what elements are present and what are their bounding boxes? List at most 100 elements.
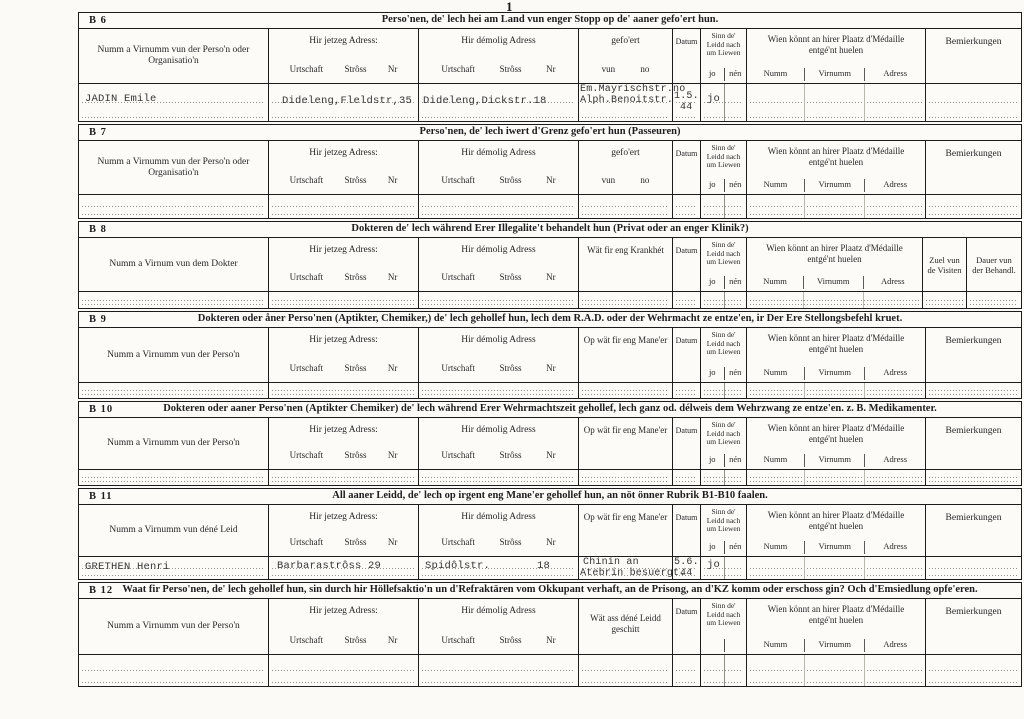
section-b6: B 6 Perso'nen, de' lech hei am Land vun … [78,12,1022,122]
b7-col-current-address: Hir jetzeg Adress: Urtschaft Strôss Nr [269,141,419,194]
b12-col-medal: Wien könnt an hirer Plaatz d'Médaille en… [747,599,926,654]
b11-entry-manner-cell: Chinin an Atebrin besuergt. [579,557,685,579]
urtschaft-label: Urtschaft [289,64,324,74]
b11-col-current-address: Hir jetzeg Adress: Urtschaft Strôss Nr [269,505,419,556]
adress-label: Adress [864,68,925,81]
alive-label: Sinn de' Leidd nach um Liewen [706,240,741,266]
b8-entry-medal-cell [747,292,923,308]
section-b11-title: All aaner Leidd, de' lech op irgent eng … [332,490,768,501]
b10-entry-datum-cell [673,470,701,485]
alive-label: Sinn de' Leidd nach um Liewen [706,507,741,533]
b11-entry-row: GRETHEN Henri Barbarastrôss 29 Spidôlstr… [79,557,1021,579]
b12-entry-remarks-cell [926,655,1021,686]
b6-entry-remarks-cell [926,84,1021,121]
b8-col-treatment-duration: Dauer vun der Behandl. [967,238,1021,291]
medal-sublabels: Numm Virnumm Adress [747,639,925,652]
b8-entry-illness-cell [579,292,673,308]
medal-sublabels: Numm Virnumm Adress [747,454,925,467]
b10-entry-alive-cell [701,470,747,485]
b9-col-remarks: Bemierkungen [945,336,1002,346]
b7-col-remarks: Bemierkungen [945,149,1002,159]
b8-entry-alive-cell [701,292,747,308]
b6-entry-carried-from: Em.Mayrischstr.no [580,84,686,95]
b7-entry-carried-cell [579,195,673,218]
b10-col-former-address: Hir démolig Adress Urtschaft Strôss Nr [419,418,579,469]
b8-col-illness: Wät fir eng Krankhét [579,238,673,291]
b11-col-medal: Wien könnt an hirer Plaatz d'Médaille en… [747,505,926,556]
carried-sublabels: vun no [579,64,672,74]
b8-name-header-label: Numm a Virnum vun dem Dokter [109,259,238,269]
section-b12-header-row: Numm a Virnumm vun der Perso'n Hir jetze… [79,599,1021,655]
b9-col-medal: Wien könnt an hirer Plaatz d'Médaille en… [747,328,926,382]
medal-label: Wien könnt an hirer Plaatz d'Médaille en… [766,243,903,264]
page-number: 1 [506,0,513,14]
address-sublabels: Urtschaft Strôss Nr [441,450,556,460]
section-b8-id: B 8 [89,224,107,235]
alive-label: Sinn de' Leidd nach um Liewen [706,420,741,446]
b7-col-alive: Sinn de' Leidd nach um Liewen jo nén [701,141,747,194]
section-b9: B 9 Dokteren oder åner Perso'nen (Aptikt… [78,311,1022,399]
b6-entry-carried-to: Alph.Benoitstr. [580,95,674,106]
b11-entry-datum-day: 5.6. [674,557,699,568]
jo-nen-sublabels: jo nén [701,454,746,467]
b10-col-name: Numm a Virnumm vun der Perso'n [79,418,269,469]
b10-entry-former-address-cell [419,470,579,485]
section-b10-id: B 10 [89,404,114,415]
b11-entry-former-street: Spidôlstr. [425,560,491,572]
b11-entry-alive-cell: jo [701,557,747,579]
b11-entry-datum-year: 44 [680,568,693,579]
section-b6-id: B 6 [89,15,107,26]
b10-manner-label: Op wät fir eng Mane'er [583,425,668,435]
virnumm-label: Virnumm [803,68,865,81]
b6-entry-current-address: Dideleng,Fleldstr,35 [282,95,413,107]
medal-label: Wien könnt an hirer Plaatz d'Médaille en… [767,604,905,625]
b10-col-alive: Sinn de' Leidd nach um Liewen jo nén [701,418,747,469]
scanned-form-page: 1 B 6 Perso'nen, de' lech hei am Land vu… [78,0,1022,689]
alive-label: Sinn de' Leidd nach um Liewen [706,143,741,169]
section-b7-header-row: Numm a Virnumm vun der Perso'n oder Orga… [79,141,1021,195]
b9-col-alive: Sinn de' Leidd nach um Liewen jo nén [701,328,747,382]
b7-entry-former-address-cell [419,195,579,218]
address-sublabels: Urtschaft Strôss Nr [441,537,556,547]
b8-col-alive: Sinn de' Leidd nach um Liewen jo nén [701,238,747,291]
b11-entry-former-address-cell: Spidôlstr. 18 [419,557,579,579]
b8-entry-visit-count-cell [923,292,967,308]
section-b7: B 7 Perso'nen, de' lech iwert d'Grenz ge… [78,124,1022,219]
b8-entry-treatment-duration-cell [967,292,1021,308]
b11-entry-current-address-cell: Barbarastrôss 29 [269,557,419,579]
b6-entry-medal-cell [747,84,926,121]
section-b8-header-row: Numm a Virnum vun dem Dokter Hir jetzeg … [79,238,1021,292]
b8-col-visit-count: Zuel vun de Visiten [923,238,967,291]
carried-sublabels: vun no [601,175,650,185]
b6-col-remarks: Bemierkungen [926,29,1021,83]
section-b10: B 10 Dokteren oder aaner Perso'nen (Apti… [78,401,1022,486]
b6-entry-current-address-cell: Dideleng,Fleldstr,35 [269,84,419,121]
medal-label: Wien könnt an hirer Plaatz d'Médaille en… [767,510,905,531]
b7-entry-row [79,195,1021,218]
section-b8-title-row: B 8 Dokteren de' lech während Erer Illeg… [79,222,1021,238]
section-b11-id: B 11 [89,491,113,502]
section-b6-title: Perso'nen, de' lech hei am Land vun enge… [381,14,719,25]
b11-entry-manner-line2: Atebrin besuergt. [580,568,686,579]
b7-entry-alive-cell [701,195,747,218]
b9-col-name: Numm a Virnumm vun der Perso'n [79,328,269,382]
b12-entry-alive-cell [701,655,747,686]
b8-col-current-address: Hir jetzeg Adress: Urtschaft Strôss Nr [269,238,419,291]
medal-sublabels: Numm Virnumm Adress [747,541,925,554]
medal-sublabels: Numm Virnumm Adress [747,68,925,81]
section-b7-title-row: B 7 Perso'nen, de' lech iwert d'Grenz ge… [79,125,1021,141]
section-b9-id: B 9 [89,314,107,325]
section-b9-title: Dokteren oder åner Perso'nen (Aptikter, … [197,313,903,324]
b8-col-former-address: Hir démolig Adress Urtschaft Strôss Nr [419,238,579,291]
b8-illness-label: Wät fir eng Krankhét [587,245,664,255]
section-b11-title-row: B 11 All aaner Leidd, de' lech op irgent… [79,489,1021,505]
b6-col-medal: Wien könnt an hirer Plaatz d'Médaille en… [747,29,926,83]
b9-entry-name-cell [79,383,269,398]
b8-entry-datum-cell [673,292,701,308]
b9-entry-manner-cell [579,383,673,398]
section-b11: B 11 All aaner Leidd, de' lech op irgent… [78,488,1022,580]
b7-col-name: Numm a Virnumm vun der Perso'n oder Orga… [79,141,269,194]
b12-entry-row [79,655,1021,686]
b8-col-name: Numm a Virnum vun dem Dokter [79,238,269,291]
b11-entry-manner-line1: Chinin an [583,557,639,568]
